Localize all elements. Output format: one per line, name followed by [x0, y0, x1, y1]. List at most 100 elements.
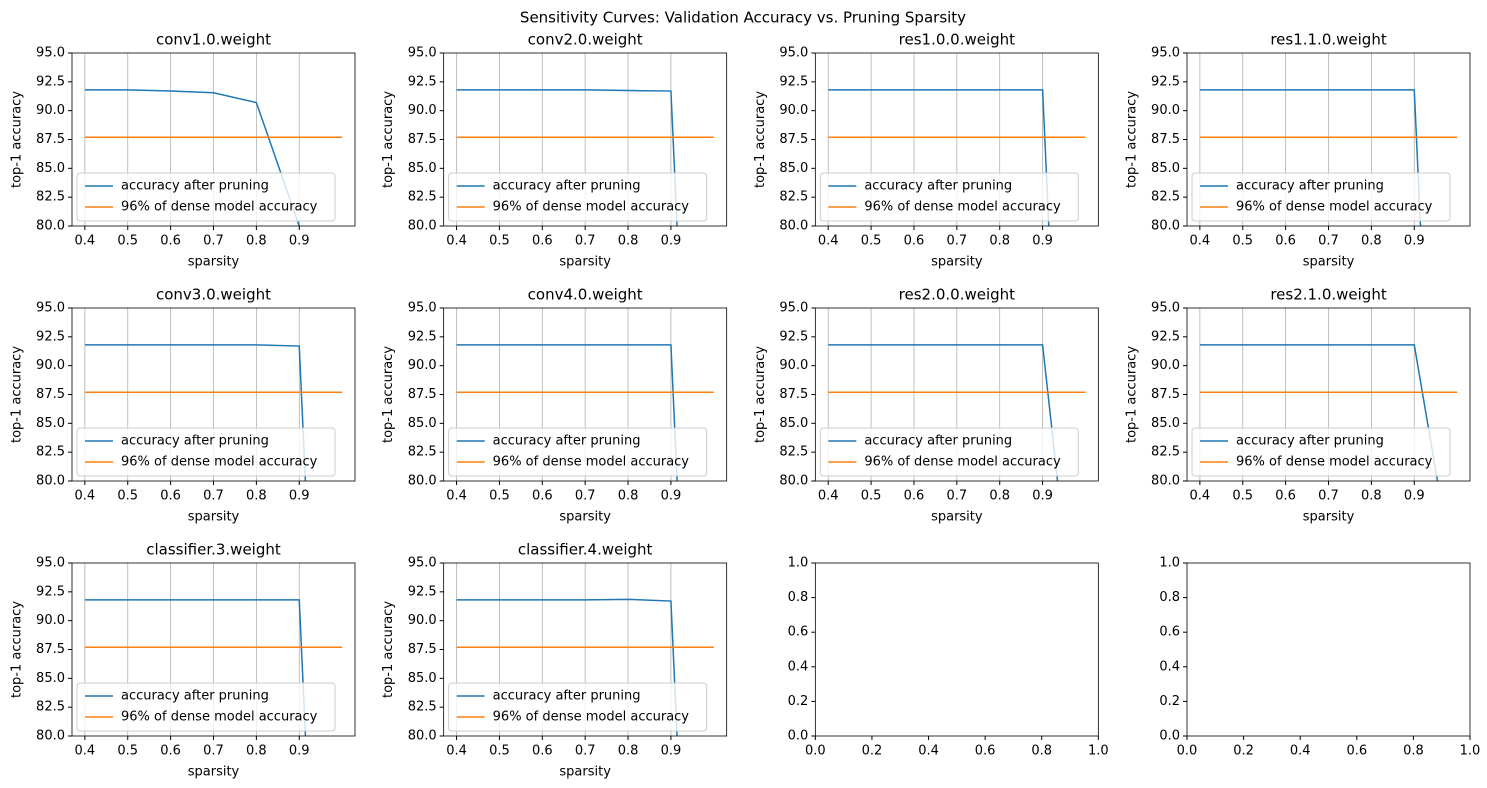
y-tick-label: 80.0: [1151, 474, 1180, 489]
x-tick-label: 0.5: [861, 234, 882, 249]
x-axis-label: sparsity: [931, 255, 983, 270]
y-tick-label: 92.5: [408, 584, 437, 599]
y-tick-label: 82.5: [779, 445, 808, 460]
subplot-title: conv3.0.weight: [156, 286, 271, 304]
y-tick-label: 0.6: [788, 625, 809, 640]
subplot: 0.0 0.2 0.4 0.6 0.8 1.0 0.0 0.2 0.4 0.6 0.8 1.0: [788, 556, 1109, 759]
x-tick-label: 0.8: [1403, 744, 1424, 759]
y-tick-label: 87.5: [1151, 132, 1180, 147]
y-tick-label: 95.0: [408, 46, 437, 61]
y-tick-label: 87.5: [36, 387, 65, 402]
x-tick-label: 0.7: [575, 234, 596, 249]
x-tick-label: 0.6: [532, 489, 553, 504]
y-tick-label: 92.5: [779, 74, 808, 89]
x-tick-label: 0.5: [489, 744, 510, 759]
legend-label: 96% of dense model accuracy: [1236, 455, 1433, 470]
subplot: 0.4 0.5 0.6 0.7 0.8 0.9 80.0 82.5 85.0 87.5 90.0 92…: [1125, 286, 1471, 525]
y-tick-label: 80.0: [779, 219, 808, 234]
axes-frame: [443, 307, 728, 482]
y-tick-label: 95.0: [36, 301, 65, 316]
legend-label: accuracy after pruning: [1236, 434, 1384, 449]
y-tick-label: 92.5: [408, 74, 437, 89]
subplot: 0.4 0.5 0.6 0.7 0.8 0.9 80.0 82.5 85.0 87.5 90.0 92…: [753, 286, 1099, 525]
legend-box: [819, 427, 1079, 477]
legend-box: [76, 427, 336, 477]
axes-frame: [71, 562, 356, 737]
x-tick-label: 0.7: [203, 744, 224, 759]
y-tick-label: 0.4: [1159, 659, 1180, 674]
y-tick-label: 92.5: [36, 584, 65, 599]
subplot-title: conv1.0.weight: [156, 31, 271, 49]
y-tick-label: 0.8: [788, 590, 809, 605]
y-axis-label: top-1 accuracy: [381, 346, 396, 443]
y-tick-label: 82.5: [36, 190, 65, 205]
y-tick-label: 87.5: [36, 132, 65, 147]
y-axis-label: top-1 accuracy: [753, 346, 768, 443]
legend-box: [448, 682, 708, 732]
legend-label: 96% of dense model accuracy: [493, 455, 690, 470]
legend-label: accuracy after pruning: [493, 179, 641, 194]
y-tick-label: 1.0: [788, 556, 809, 571]
y-tick-label: 90.0: [36, 358, 65, 373]
legend-box: [76, 682, 336, 732]
series-line: [1199, 344, 1439, 481]
y-tick-label: 87.5: [36, 642, 65, 657]
axes-frame: [1186, 307, 1471, 482]
x-tick-label: 0.4: [1190, 234, 1211, 249]
y-tick-label: 90.0: [779, 358, 808, 373]
y-tick-label: 85.0: [779, 161, 808, 176]
y-axis-label: top-1 accuracy: [753, 91, 768, 188]
legend-label: 96% of dense model accuracy: [864, 200, 1061, 215]
y-tick-label: 87.5: [779, 387, 808, 402]
y-tick-label: 95.0: [36, 46, 65, 61]
y-tick-label: 85.0: [408, 671, 437, 686]
series-line: [1199, 89, 1422, 226]
legend-label: accuracy after pruning: [864, 179, 1012, 194]
x-tick-label: 0.0: [805, 744, 826, 759]
x-tick-label: 0.8: [618, 234, 639, 249]
x-tick-label: 0.9: [661, 489, 682, 504]
y-tick-label: 92.5: [36, 329, 65, 344]
x-tick-label: 0.8: [618, 489, 639, 504]
y-tick-label: 80.0: [408, 474, 437, 489]
legend-box: [76, 172, 336, 222]
axes-frame: [814, 52, 1099, 227]
x-tick-label: 0.9: [289, 234, 310, 249]
y-tick-label: 85.0: [779, 416, 808, 431]
subplot: 0.4 0.5 0.6 0.7 0.8 0.9 80.0 82.5 85.0 87.5 90.0 92…: [381, 31, 728, 270]
y-tick-label: 0.4: [788, 659, 809, 674]
x-axis-label: sparsity: [1303, 510, 1355, 525]
y-axis-label: top-1 accuracy: [10, 91, 25, 188]
legend-box: [1191, 427, 1451, 477]
x-tick-label: 0.7: [575, 744, 596, 759]
x-tick-label: 0.6: [160, 744, 181, 759]
y-tick-label: 0.2: [788, 694, 809, 709]
subplot: 0.4 0.5 0.6 0.7 0.8 0.9 80.0 82.5 85.0 87.5 90.0 92…: [10, 286, 356, 525]
x-tick-label: 0.7: [575, 489, 596, 504]
y-tick-label: 80.0: [408, 729, 437, 744]
x-axis-label: sparsity: [559, 510, 611, 525]
y-tick-label: 82.5: [408, 445, 437, 460]
legend-label: accuracy after pruning: [493, 434, 641, 449]
y-tick-label: 92.5: [1151, 74, 1180, 89]
legend-label: accuracy after pruning: [121, 689, 269, 704]
x-tick-label: 0.4: [75, 489, 96, 504]
y-tick-label: 90.0: [779, 103, 808, 118]
x-tick-label: 0.8: [618, 744, 639, 759]
y-tick-label: 80.0: [1151, 219, 1180, 234]
y-tick-label: 82.5: [1151, 190, 1180, 205]
x-tick-label: 0.9: [1032, 489, 1053, 504]
subplot-title: conv2.0.weight: [528, 31, 643, 49]
y-axis-label: top-1 accuracy: [1125, 346, 1140, 443]
x-tick-label: 0.9: [1032, 234, 1053, 249]
legend-label: accuracy after pruning: [864, 434, 1012, 449]
y-tick-label: 95.0: [779, 46, 808, 61]
x-tick-label: 0.7: [1318, 234, 1339, 249]
axes-frame: [443, 52, 728, 227]
y-tick-label: 0.6: [1159, 625, 1180, 640]
y-tick-label: 82.5: [408, 700, 437, 715]
axes-frame: [71, 307, 356, 482]
x-tick-label: 0.4: [446, 744, 467, 759]
x-axis-label: sparsity: [188, 765, 240, 780]
x-tick-label: 0.5: [117, 234, 138, 249]
